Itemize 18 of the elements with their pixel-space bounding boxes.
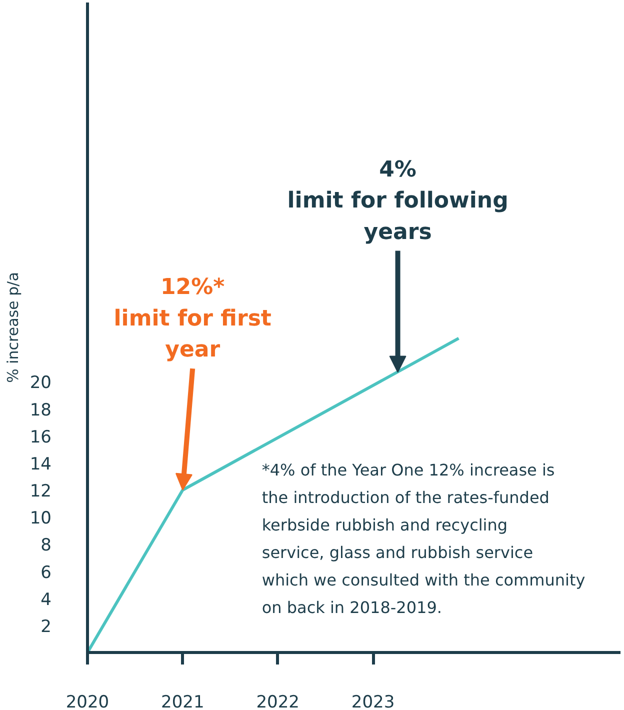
x-tick-label: 2022 <box>256 692 300 710</box>
y-tick-label: 4 <box>40 590 52 610</box>
y-tick-label: 18 <box>30 400 52 420</box>
y-tick-label: 12 <box>30 482 52 502</box>
y-tick-label: 8 <box>40 536 52 556</box>
x-tick-label: 2021 <box>161 692 204 710</box>
y-tick-label: 20 <box>30 373 52 394</box>
x-tick-label: 2020 <box>66 692 110 710</box>
y-tick-label: 14 <box>30 454 52 474</box>
y-tick-label: 10 <box>30 508 52 529</box>
y-tick-label: 6 <box>40 562 52 583</box>
y-tick-label: 16 <box>30 427 52 448</box>
annotation: 4% limit for following years <box>287 157 508 245</box>
y-axis-title: % increase p/a <box>4 272 22 383</box>
y-tick-label: 2 <box>40 616 52 637</box>
x-tick-label: 2023 <box>351 692 395 710</box>
annotation: *4% of the Year One 12% increase is the introduction of the rates-funded kerbside rubbish and recycling service, glass and rubbish service which we consulted with the community on back in 2018-2019. <box>262 460 586 618</box>
annotation: 12%* limit for first year <box>114 275 272 363</box>
